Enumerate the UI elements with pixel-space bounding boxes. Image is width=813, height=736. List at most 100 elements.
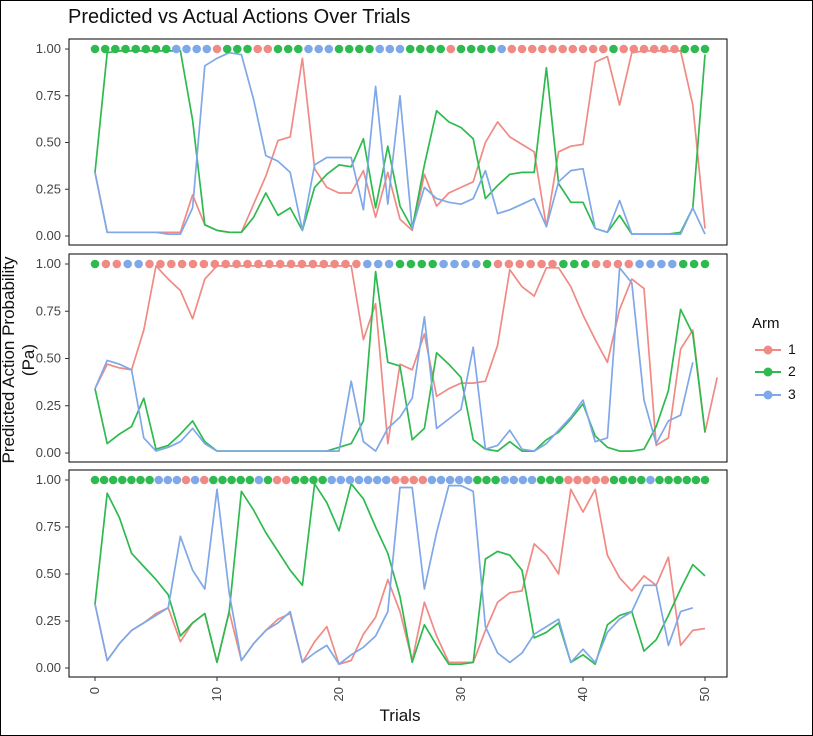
panel-1-y-tick-label: 1.00 (36, 41, 61, 56)
panel-3-actual-point (445, 475, 455, 485)
panel-2-actual-point (613, 259, 623, 269)
legend-item-3: 3 (752, 385, 812, 405)
panel-1-actual-point (619, 44, 628, 54)
panel-1-actual-point (294, 44, 303, 54)
panel-1-y-tick-label: 0.75 (36, 88, 61, 103)
panel-1-actual-point (141, 44, 151, 54)
panel-3-actual-point (545, 475, 555, 485)
panel-3-actual-point (646, 475, 655, 485)
panel-1-actual-point (446, 44, 456, 54)
x-tick-label: 20 (331, 687, 346, 701)
panel-1-line-arm-1 (94, 50, 706, 234)
panel-2-actual-point (657, 259, 666, 269)
panel-2-y-tick-label: 0.00 (36, 445, 61, 460)
panel-3-actual-point (391, 475, 400, 485)
legend-key-3 (755, 390, 781, 400)
panel-1-actual-point (548, 44, 557, 54)
panel-2-actual-point (504, 259, 514, 269)
panel-2-actual-point (123, 259, 132, 269)
panel-3-actual-point (300, 475, 309, 485)
panel-1-actual-point (182, 44, 191, 54)
legend-title: Arm (752, 315, 780, 332)
panel-1-actual-point (90, 44, 100, 54)
panel-1-actual-point (477, 44, 486, 54)
panel-2-actual-point (580, 259, 590, 269)
panel-3-actual-point (172, 475, 182, 485)
chart-title: Predicted vs Actual Actions Over Trials (68, 6, 411, 28)
panel-1-actual-point (151, 44, 161, 54)
panel-2-actual-point (548, 259, 557, 269)
panel-1-actual-point (599, 44, 608, 54)
panel-2-actual-point (689, 259, 699, 269)
panel-3-actual-point (200, 475, 209, 485)
panel-3-actual-point (90, 475, 100, 485)
panel-1-actual-point (649, 44, 659, 54)
panel-3-actual-point (527, 475, 537, 485)
panel-1-actual-point (161, 44, 171, 54)
panel-3-actual-point (627, 475, 637, 485)
panel-2-actual-point (602, 259, 612, 269)
panel-2-actual-point (265, 259, 274, 269)
panel-2-actual-point (167, 259, 176, 269)
panel-2-actual-point (668, 259, 677, 269)
panel-2-line-arm-1 (94, 265, 719, 447)
panel-2-actual-point (373, 259, 383, 269)
panel-3-actual-point (363, 475, 373, 485)
panel-1-actual-point (111, 44, 120, 54)
panel-3-actual-point (400, 475, 409, 485)
panel-2-actual-point (482, 259, 492, 269)
panel-2-actual-point (700, 259, 710, 269)
panel-1-actual-point (172, 44, 181, 54)
panel-1-actual-point (497, 44, 507, 54)
panel-3-actual-point (127, 475, 136, 485)
panel-1-actual-point (304, 44, 313, 54)
panel-2-actual-point (678, 259, 688, 269)
panel-3-actual-point (263, 475, 273, 485)
panel-1-actual-point (324, 44, 334, 54)
panel-2-actual-point (384, 259, 394, 269)
panel-2-actual-point (537, 259, 546, 269)
panel-1-actual-point (344, 44, 354, 54)
panel-3-actual-point (473, 475, 482, 485)
panel-2-y-tick-label: 0.25 (36, 398, 61, 413)
panel-1-actual-point (558, 44, 567, 54)
panel-1-actual-point (202, 44, 212, 54)
panel-1-actual-point (273, 44, 283, 54)
panel-1-actual-point (609, 44, 618, 54)
panel-2-actual-point (591, 259, 601, 269)
legend-label-2: 2 (788, 363, 796, 379)
panel-3-actual-point (272, 475, 282, 485)
panel-2-actual-point (101, 259, 111, 269)
panel-1-actual-point (466, 44, 476, 54)
panel-2-actual-point (297, 259, 307, 269)
panel-1-actual-point (456, 44, 466, 54)
legend-item-1: 1 (752, 340, 812, 360)
panel-3-actual-point (700, 475, 710, 485)
panel-3-actual-point (318, 475, 327, 485)
panel-2-actual-point (308, 259, 318, 269)
panel-2-y-tick-label: 0.75 (36, 303, 61, 318)
panel-1-actual-point (355, 44, 364, 54)
panel-1-actual-point (375, 44, 385, 54)
panel-1-actual-point (121, 44, 130, 54)
legend-label-1: 1 (788, 341, 796, 357)
panel-2-actual-point (363, 259, 372, 269)
panel-1-actual-point (690, 44, 700, 54)
panel-1-actual-point (222, 44, 232, 54)
panel-2-actual-point (221, 259, 230, 269)
panel-2-actual-point (112, 259, 122, 269)
legend-item-2: 2 (752, 362, 812, 382)
panel-2-actual-point (646, 259, 655, 269)
panel-1-actual-point (253, 44, 262, 54)
x-tick-label: 0 (87, 687, 102, 694)
panel-1-actual-point (416, 44, 425, 54)
panel-1-actual-point (700, 44, 710, 54)
panel-2-actual-point (145, 259, 154, 269)
panel-3-actual-point (555, 475, 564, 485)
panel-3-actual-point (591, 475, 600, 485)
x-tick-label: 30 (453, 687, 468, 701)
panel-2-actual-point (177, 259, 187, 269)
panel-2-y-tick-label: 1.00 (36, 256, 61, 271)
panel-3-actual-point (682, 475, 692, 485)
